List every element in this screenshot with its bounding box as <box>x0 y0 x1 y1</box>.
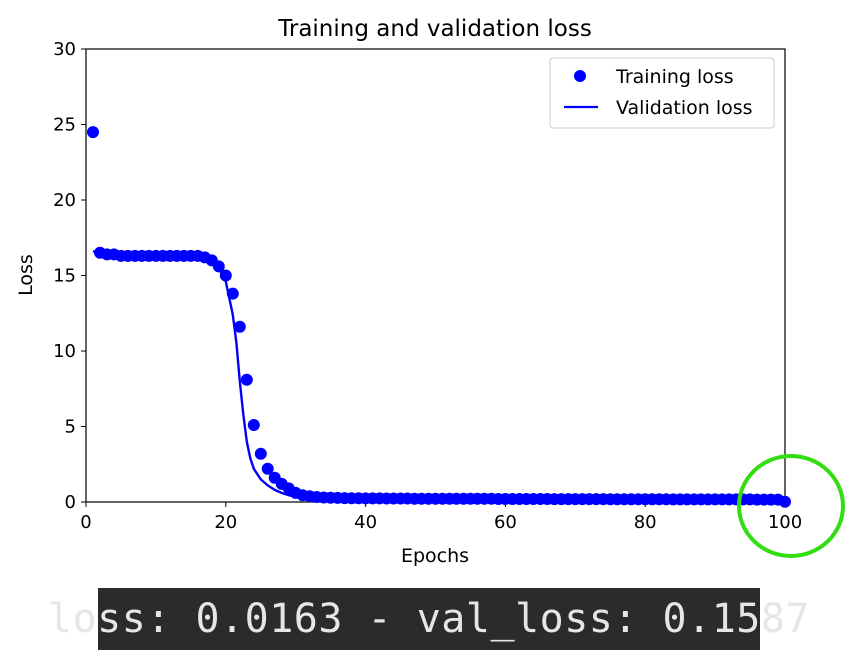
x-tick-label: 60 <box>494 512 517 533</box>
training-loss-point <box>233 320 246 333</box>
y-tick-label: 15 <box>53 266 76 287</box>
y-tick-label: 20 <box>53 190 76 211</box>
legend: Training loss Validation loss <box>549 57 775 129</box>
training-loss-point <box>779 495 791 508</box>
y-tick-label: 25 <box>53 115 76 136</box>
x-tick-label: 80 <box>634 512 657 533</box>
x-tick-label: 100 <box>768 512 802 533</box>
validation-loss-line <box>92 250 785 501</box>
training-loss-point <box>247 419 260 431</box>
x-axis-label: Epochs <box>401 545 469 567</box>
legend-box <box>549 57 775 129</box>
y-axis-label: Loss <box>15 254 37 296</box>
legend-label-validation-loss: Validation loss <box>616 97 753 119</box>
training-loss-point <box>261 462 274 475</box>
training-loss-point <box>87 126 99 139</box>
x-tick-label: 40 <box>354 512 377 533</box>
training-loss-point <box>212 260 225 273</box>
console-output: loss: 0.0163 - val_loss: 0.1587 <box>48 588 810 650</box>
training-loss-point <box>254 447 267 460</box>
x-tick-label: 20 <box>214 512 237 533</box>
y-tick-label: 10 <box>53 341 76 362</box>
highlight-circle <box>737 454 845 558</box>
y-tick-label: 5 <box>65 417 76 438</box>
legend-marker-training-loss <box>574 70 586 82</box>
loss-chart: Training and validation loss 0 5 10 15 20 25 3… <box>15 16 845 567</box>
training-loss-point <box>226 287 239 300</box>
y-axis: 0 5 10 15 20 25 30 <box>53 39 86 513</box>
training-loss-point <box>219 269 232 282</box>
training-loss-point <box>240 373 253 386</box>
y-tick-label: 0 <box>65 492 76 513</box>
series-layer <box>87 126 791 508</box>
y-tick-label: 30 <box>53 39 76 60</box>
x-tick-label: 0 <box>80 512 91 533</box>
console-text: loss: 0.0163 - val_loss: 0.1587 <box>47 596 811 642</box>
legend-label-training-loss: Training loss <box>615 66 734 88</box>
x-axis: 0 20 40 60 80 100 <box>80 502 802 533</box>
chart-title: Training and validation loss <box>277 16 592 42</box>
